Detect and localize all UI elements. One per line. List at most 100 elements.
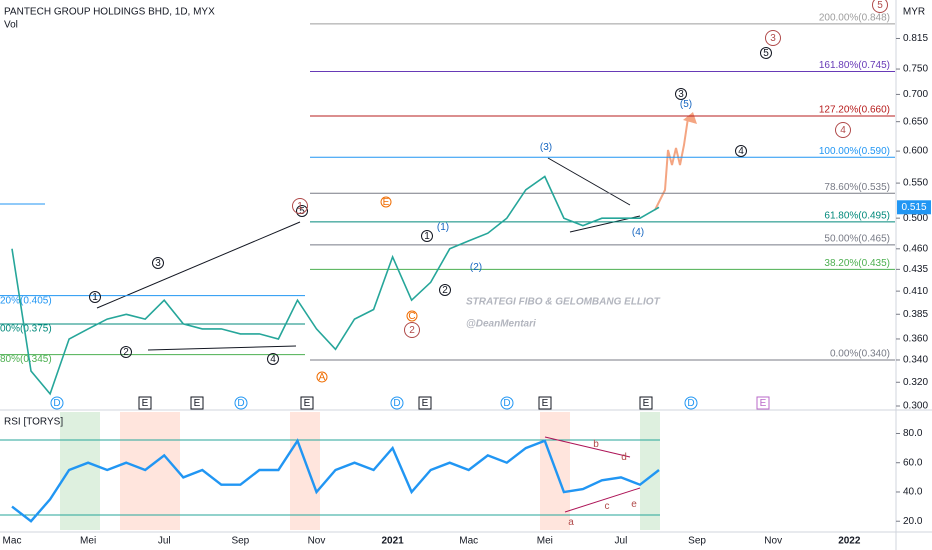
- x-tick-label: 2022: [838, 536, 861, 547]
- x-tick-label: Nov: [308, 536, 326, 547]
- x-tick-label: Sep: [688, 536, 706, 547]
- x-tick-label: Mac: [459, 536, 478, 547]
- wave-circle: [316, 371, 328, 383]
- y-tick-label: 0.600: [903, 146, 928, 157]
- projection: [654, 117, 692, 211]
- event-label: E: [542, 398, 549, 409]
- wave-label: 5: [299, 206, 305, 217]
- event-label: E: [142, 398, 149, 409]
- watermark: STRATEGI FIBO & GELOMBANG ELLIOT: [466, 297, 661, 308]
- fib-label: 50.00%(0.465): [824, 233, 890, 244]
- wave-label: A: [319, 372, 326, 383]
- y-tick-label: 0.340: [903, 355, 928, 366]
- event-marker: [50, 396, 64, 410]
- y-tick-label: 0.360: [903, 334, 928, 345]
- projection-arrow: [683, 112, 697, 124]
- event-marker: [234, 396, 248, 410]
- event-label: E: [194, 398, 201, 409]
- wave-label: (4): [632, 227, 644, 238]
- wave-circle: [89, 291, 101, 303]
- wave-circle: [296, 205, 308, 217]
- event-label: D: [237, 398, 244, 409]
- y-tick-label: 0.650: [903, 116, 928, 127]
- wave-circle: [872, 0, 888, 13]
- rsi-zone: [640, 412, 660, 530]
- y-tick-label: 0.550: [903, 178, 928, 189]
- y-tick-label: 0.500: [903, 213, 928, 224]
- y-tick-label: 0.320: [903, 377, 928, 388]
- trendline: [147, 345, 297, 351]
- y-tick-label: 0.815: [903, 33, 928, 44]
- rsi-zone: [60, 412, 100, 530]
- title: PANTECH GROUP HOLDINGS BHD, 1D, MYX: [4, 7, 215, 18]
- wave-circle: [406, 310, 418, 322]
- wave-label: (2): [470, 262, 482, 273]
- fib-label: 61.80%(0.495): [824, 210, 890, 221]
- wave-label: b: [593, 439, 599, 450]
- event-marker: [190, 396, 204, 410]
- event-label: D: [53, 398, 60, 409]
- y-tick-label: 20.0: [903, 516, 923, 527]
- wave-label: 2: [442, 285, 448, 296]
- wave-label: (3): [540, 142, 552, 153]
- fib-label: 161.80%(0.745): [819, 60, 890, 71]
- y-tick-label: 60.0: [903, 457, 923, 468]
- x-tick-label: Mei: [537, 536, 553, 547]
- wave-label: 3: [678, 89, 684, 100]
- wave-label: 4: [840, 125, 846, 136]
- y-tick-label: 0.410: [903, 286, 928, 297]
- event-label: E: [643, 398, 650, 409]
- wave-circle: [120, 346, 132, 358]
- wave-circle: [765, 30, 781, 46]
- wave-label: d: [621, 452, 627, 463]
- wave-label: 1: [92, 292, 98, 303]
- wave-label: 2: [409, 325, 415, 336]
- watermark: @DeanMentari: [466, 319, 536, 330]
- fib-label: 200.00%(0.848): [819, 13, 890, 24]
- event-marker: [756, 396, 770, 410]
- y-tick-label: 0.300: [903, 401, 928, 412]
- wave-label: 4: [738, 146, 744, 157]
- event-marker: [684, 396, 698, 410]
- rsi-trendline: [564, 487, 641, 513]
- event-label: D: [503, 398, 510, 409]
- event-label: E: [760, 398, 767, 409]
- rsi-zone: [120, 412, 180, 530]
- currency: MYR: [903, 7, 925, 18]
- wave-label: e: [631, 499, 637, 510]
- wave-circle: [404, 322, 420, 338]
- wave-label: 3: [155, 258, 161, 269]
- event-label: E: [304, 398, 311, 409]
- x-tick-label: Sep: [231, 536, 249, 547]
- wave-label: a: [568, 517, 574, 528]
- x-tick-label: Mei: [80, 536, 96, 547]
- y-tick-label: 0.750: [903, 64, 928, 75]
- fib-label: 38.20%(0.435): [824, 258, 890, 269]
- event-marker: [300, 396, 314, 410]
- y-tick-label: 0.385: [903, 309, 928, 320]
- wave-circle: [152, 257, 164, 269]
- event-marker: [639, 396, 653, 410]
- fib-label: 0.00%(0.340): [830, 349, 890, 360]
- y-tick-label: 0.460: [903, 243, 928, 254]
- trendline: [96, 221, 301, 309]
- price-tag: 0.515: [901, 202, 926, 213]
- wave-label: 1: [297, 201, 303, 212]
- y-tick-label: 40.0: [903, 487, 923, 498]
- x-tick-label: Nov: [764, 536, 782, 547]
- volume-label: Vol: [4, 20, 18, 31]
- wave-label: 5: [763, 48, 769, 59]
- fib-label: 20%(0.405): [0, 295, 52, 306]
- rsi-title: RSI [TORYS]: [4, 417, 63, 428]
- event-label: D: [393, 398, 400, 409]
- event-marker: [500, 396, 514, 410]
- wave-circle: [760, 47, 772, 59]
- event-label: D: [687, 398, 694, 409]
- y-tick-label: 0.700: [903, 89, 928, 100]
- fib-label: 80%(0.345): [0, 354, 52, 365]
- wave-circle: [835, 122, 851, 138]
- wave-circle: [421, 230, 433, 242]
- event-marker: [538, 396, 552, 410]
- x-tick-label: 2021: [381, 536, 404, 547]
- event-marker: [418, 396, 432, 410]
